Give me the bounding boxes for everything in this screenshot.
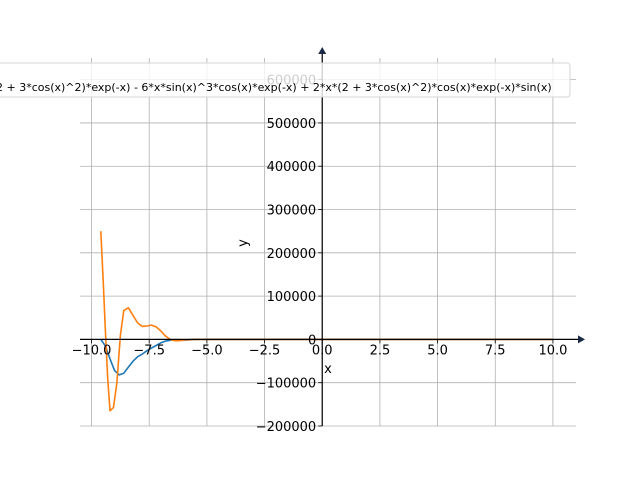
y-tick-label: 100000 [267, 290, 317, 305]
y-tick-label: 200000 [267, 247, 317, 262]
legend-box [0, 62, 571, 98]
x-tick-label: −2.5 [249, 343, 281, 358]
y-axis-arrow [318, 47, 327, 54]
y-tick-label: 500000 [267, 117, 317, 132]
x-axis-label: x [324, 362, 332, 377]
y-tick-label: −200000 [256, 420, 317, 435]
y-tick-label: 0 [308, 333, 316, 348]
x-tick-label: 2.5 [370, 343, 391, 358]
y-tick-label: 400000 [267, 160, 317, 175]
legend: 2 + 3*cos(x)^2)*exp(-x) - 6*x*sin(x)^3*c… [0, 62, 571, 98]
y-tick-label: −100000 [256, 377, 317, 392]
x-tick-label: 5.0 [427, 343, 448, 358]
x-tick-label: −10.0 [72, 343, 112, 358]
y-tick-label: 300000 [267, 204, 317, 219]
x-tick-label: −5.0 [191, 343, 223, 358]
x-tick-label: 7.5 [485, 343, 506, 358]
x-tick-label: −7.5 [133, 343, 165, 358]
x-tick-label: 10.0 [538, 343, 567, 358]
legend-entry: 2 + 3*cos(x)^2)*exp(-x) - 6*x*sin(x)^3*c… [0, 81, 552, 94]
series-line-2 [100, 231, 553, 412]
series-layer [100, 231, 553, 412]
x-axis-arrow [578, 335, 585, 344]
y-axis-label: y [236, 239, 251, 247]
x-tick-label: 0.0 [312, 343, 333, 358]
axes [80, 47, 585, 426]
ticks: −10.0 −7.5 −5.0 −2.5 0.0 2.5 5.0 7.5 10.0 −200000… [72, 74, 568, 435]
